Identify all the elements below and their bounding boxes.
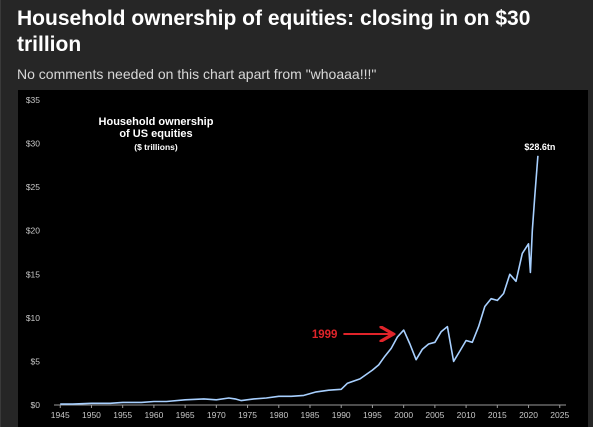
chart-axes: $0 $5 $10 $15 $20 $25 $30 $35 1945 1950 1955 1960 19… (26, 95, 570, 420)
series-line-household-equities (60, 155, 539, 405)
y-tick-label: $15 (26, 269, 40, 279)
article-title: Household ownership of equities: closing… (17, 7, 531, 56)
chart-title-line-1: Household ownership (99, 116, 214, 128)
y-tick-label: $35 (26, 95, 40, 105)
series-layer (60, 155, 539, 405)
x-tick-label: 1960 (144, 410, 163, 420)
annotation-1999-label: 1999 (312, 329, 338, 341)
x-tick-label: 1985 (301, 410, 320, 420)
y-tick-label: $0 (31, 400, 41, 410)
chart-image: $0 $5 $10 $15 $20 $25 $30 $35 1945 1950 1955 1960 19… (18, 90, 588, 427)
annotation-end-value: $28.6tn (524, 142, 555, 152)
x-tick-label: 1950 (82, 410, 101, 420)
y-tick-label: $5 (31, 356, 41, 366)
x-tick-label: 1975 (238, 410, 257, 420)
x-tick-label: 2000 (394, 410, 413, 420)
chart-inner-title: Household ownership of US equities ($ tr… (99, 116, 214, 152)
chart-title-line-2: of US equities (119, 128, 192, 140)
x-tick-label: 1995 (363, 410, 382, 420)
y-tick-label: $10 (26, 313, 40, 323)
y-tick-label: $20 (26, 226, 40, 236)
x-tick-label: 2005 (425, 410, 444, 420)
x-tick-label: 2025 (550, 410, 569, 420)
y-tick-label: $25 (26, 182, 40, 192)
x-tick-label: 1955 (113, 410, 132, 420)
x-tick-label: 2020 (519, 410, 538, 420)
x-tick-label: 2010 (457, 410, 476, 420)
y-tick-label: $30 (26, 139, 40, 149)
x-tick-label: 1965 (176, 410, 195, 420)
x-tick-label: 2015 (488, 410, 507, 420)
x-tick-label: 1945 (51, 410, 70, 420)
x-tick-label: 1990 (332, 410, 351, 420)
x-tick-label: 1980 (269, 410, 288, 420)
equities-line-chart: $0 $5 $10 $15 $20 $25 $30 $35 1945 1950 1955 1960 19… (26, 95, 570, 420)
chart-unit-label: ($ trillions) (134, 142, 178, 152)
x-tick-label: 1970 (207, 410, 226, 420)
annotation-layer: $28.6tn 1999 (312, 142, 555, 341)
article-subtitle: No comments needed on this chart apart f… (17, 66, 377, 82)
